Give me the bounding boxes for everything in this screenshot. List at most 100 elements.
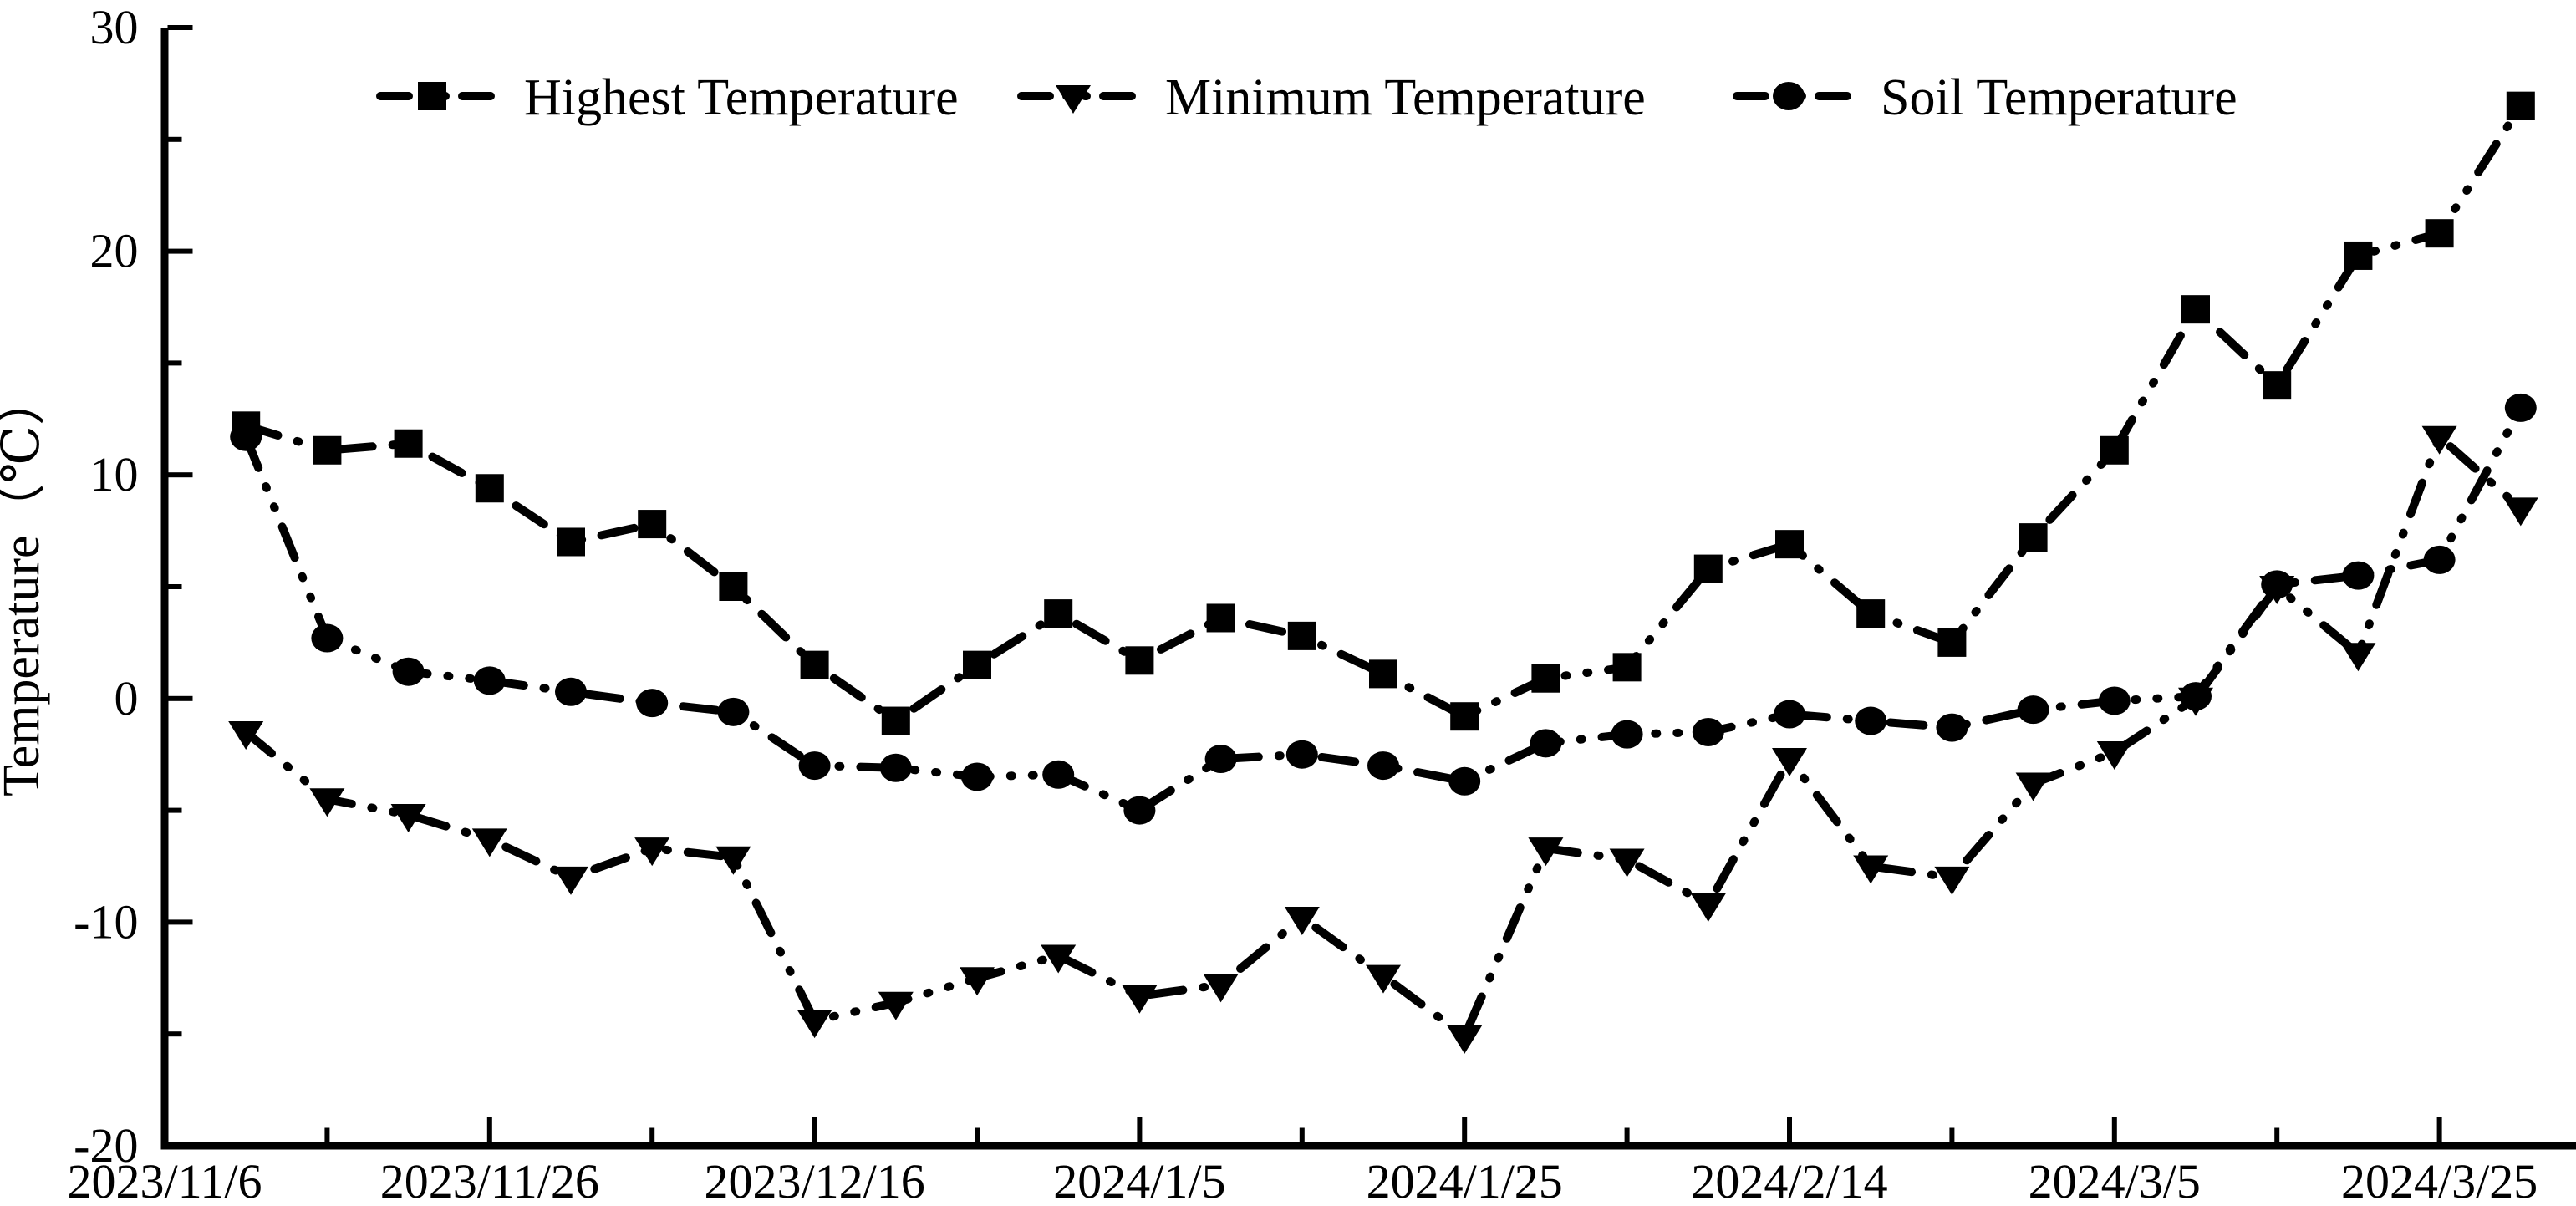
data-point-marker — [1122, 985, 1158, 1014]
data-point-marker — [311, 623, 344, 653]
y-tick-label: 10 — [90, 447, 139, 501]
y-tick-label: 0 — [115, 671, 139, 725]
data-point-marker — [2263, 371, 2292, 400]
data-point-marker — [1692, 717, 1724, 746]
data-point-marker — [1041, 944, 1077, 974]
data-point-marker — [1853, 855, 1889, 884]
x-minor-tick — [324, 1127, 330, 1142]
x-major-tick — [2111, 1117, 2117, 1142]
data-point-marker — [797, 1010, 832, 1039]
axes — [160, 28, 2576, 1150]
data-point-marker — [1609, 848, 1645, 878]
legend-swatch-marker — [1773, 82, 1805, 110]
data-point-marker — [1285, 740, 1318, 769]
x-tick-label: 2024/3/25 — [2341, 1154, 2538, 1206]
legend-label: Minimum Temperature — [1165, 69, 1646, 126]
data-point-marker — [1856, 599, 1886, 628]
data-point-marker — [553, 866, 588, 895]
data-point-marker — [2098, 686, 2131, 715]
data-point-marker — [715, 846, 751, 875]
data-point-marker — [719, 572, 748, 601]
data-point-marker — [881, 706, 910, 735]
x-tick-label: 2023/11/26 — [380, 1154, 599, 1206]
legend-label: Highest Temperature — [524, 69, 959, 126]
data-point-marker — [960, 967, 995, 996]
x-minor-tick — [2274, 1127, 2280, 1142]
x-major-tick — [812, 1117, 817, 1142]
legend: Highest Temperature Minimum Temperature So… — [376, 69, 2237, 126]
data-point-marker — [557, 527, 585, 557]
x-tick-label: 2024/1/5 — [1053, 1154, 1225, 1206]
data-point-marker — [2015, 772, 2051, 801]
x-major-tick — [486, 1117, 492, 1142]
data-point-marker — [1855, 706, 1887, 735]
x-axis: 2023/11/6 2023/11/26 2023/12/16 2024/1/5 202… — [67, 1117, 2538, 1206]
data-point-marker — [2181, 295, 2210, 324]
y-minor-tick — [167, 1031, 182, 1037]
data-point-marker — [390, 803, 426, 832]
data-point-marker — [2342, 561, 2375, 590]
x-major-tick — [1462, 1117, 1468, 1142]
y-major-tick — [167, 472, 193, 478]
data-point-marker — [473, 666, 506, 695]
data-point-marker — [1447, 1025, 1483, 1054]
y-axis-title: Temperature（℃） — [0, 374, 50, 796]
data-point-marker — [2100, 435, 2129, 465]
x-minor-tick — [1299, 1127, 1305, 1142]
x-major-tick — [162, 1117, 167, 1142]
series-highest-temperature — [232, 91, 2535, 735]
y-minor-tick — [167, 360, 182, 366]
data-point-marker — [1206, 603, 1235, 633]
data-point-marker — [879, 753, 912, 782]
data-point-marker — [2502, 497, 2538, 527]
x-minor-tick — [975, 1127, 980, 1142]
data-point-marker — [1367, 751, 1399, 781]
data-point-marker — [1772, 748, 1807, 777]
data-point-marker — [798, 751, 831, 781]
data-point-marker — [2504, 393, 2537, 422]
x-major-tick — [1787, 1117, 1792, 1142]
data-point-marker — [961, 762, 993, 791]
data-point-marker — [1936, 713, 1968, 742]
data-point-marker — [1123, 796, 1156, 825]
data-point-marker — [638, 510, 667, 539]
data-point-marker — [1042, 760, 1075, 789]
y-axis-spine — [160, 28, 169, 1146]
y-major-tick — [167, 919, 193, 925]
y-major-tick — [167, 248, 193, 254]
data-point-marker — [963, 650, 991, 679]
data-point-marker — [1775, 530, 1804, 559]
y-major-tick — [167, 1143, 193, 1148]
x-axis-spine — [160, 1142, 2576, 1150]
data-point-marker — [475, 474, 504, 503]
data-point-marker — [1287, 621, 1316, 650]
x-major-tick — [2436, 1117, 2442, 1142]
legend-swatch-marker — [418, 82, 446, 110]
data-point-marker — [1284, 907, 1320, 936]
data-point-marker — [1448, 766, 1481, 796]
legend-label: Soil Temperature — [1881, 69, 2237, 126]
y-minor-tick — [167, 136, 182, 142]
y-minor-tick — [167, 807, 182, 813]
x-tick-label: 2024/1/25 — [1367, 1154, 1563, 1206]
series-line-minimum-temperature — [242, 432, 2525, 1041]
x-minor-tick — [1949, 1127, 1955, 1142]
data-point-marker — [1044, 599, 1073, 628]
data-point-marker — [2096, 741, 2132, 771]
legend-swatch-marker — [1056, 85, 1091, 114]
data-point-marker — [2340, 643, 2376, 672]
x-tick-label: 2023/11/6 — [67, 1154, 262, 1206]
data-point-marker — [878, 991, 914, 1020]
data-point-marker — [1203, 974, 1239, 1003]
x-minor-tick — [649, 1127, 655, 1142]
legend-item-highest-temperature: Highest Temperature — [376, 69, 959, 126]
data-point-marker — [1125, 646, 1154, 675]
data-point-marker — [1690, 893, 1726, 922]
series-line-soil-temperature — [242, 403, 2525, 815]
data-point-marker — [1937, 628, 1967, 657]
data-point-marker — [1450, 702, 1479, 731]
data-point-marker — [230, 422, 262, 451]
legend-item-minimum-temperature: Minimum Temperature — [1017, 69, 1646, 126]
data-point-marker — [634, 837, 670, 867]
